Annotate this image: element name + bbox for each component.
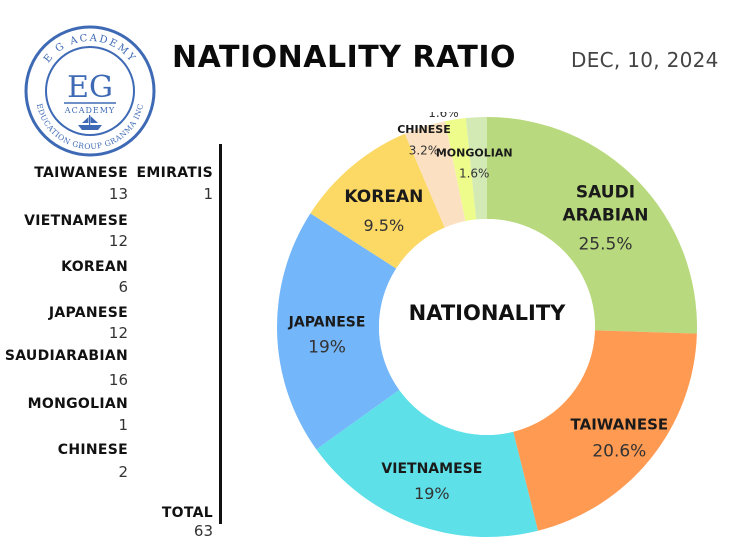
slice-percent-saudi-arabian: 25.5% — [578, 235, 632, 255]
count-name-emiratis: EMIRATIS — [136, 165, 213, 181]
slice-label-japanese: JAPANESE — [288, 315, 366, 331]
slice-taiwanese — [513, 330, 697, 531]
total-value: 63 — [193, 522, 213, 540]
slice-percent-vietnamese: 19% — [414, 484, 450, 503]
count-name-mongolian: MONGOLIAN — [27, 396, 128, 412]
count-value-japanese: 12 — [108, 324, 128, 342]
slice-label-saudi-arabian: SAUDI ARABIAN — [562, 183, 648, 226]
slice-percent-emiratis: 1.6% — [428, 112, 459, 120]
slice-percent-japanese: 19% — [308, 337, 346, 357]
slice-label-chinese: CHINESE — [397, 123, 451, 136]
divider — [219, 144, 222, 524]
report-date: DEC, 10, 2024 — [571, 48, 719, 72]
count-value-korean: 6 — [118, 278, 128, 296]
slice-chinese — [404, 121, 466, 228]
count-name-taiwanese: TAIWANESE — [34, 165, 128, 181]
count-name-korean: KOREAN — [61, 259, 128, 275]
slice-mongolian — [445, 118, 477, 222]
ship-icon — [78, 115, 102, 130]
slice-percent-chinese: 3.2% — [409, 143, 440, 157]
slice-japanese — [277, 213, 400, 450]
center-label: NATIONALITY — [409, 301, 567, 325]
count-value-vietnamese: 12 — [108, 232, 128, 250]
total-label: TOTAL — [161, 505, 213, 521]
nationality-donut-chart: NATIONALITY SAUDI ARABIAN 25.5% TAIWANESE 20… — [277, 112, 697, 537]
logo-initials: EG — [67, 70, 113, 105]
slice-label-taiwanese: TAIWANESE — [571, 416, 669, 434]
slice-label-korean: KOREAN — [344, 187, 423, 207]
count-value-mongolian: 1 — [118, 416, 128, 434]
page-title: NATIONALITY RATIO — [172, 40, 516, 75]
count-name-japanese: JAPANESE — [48, 305, 128, 321]
count-list: TAIWANESE 13 EMIRATIS 1 VIETNAMESE 12 KO… — [0, 0, 230, 559]
count-value-taiwanese: 13 — [108, 185, 128, 203]
slice-percent-taiwanese: 20.6% — [592, 442, 646, 462]
logo-sub-text: ACADEMY — [64, 106, 115, 115]
count-value-saudiarabian: 16 — [108, 371, 128, 389]
slice-percent-korean: 9.5% — [364, 216, 405, 235]
slice-saudi-arabian — [487, 117, 697, 334]
count-value-emiratis: 1 — [203, 185, 213, 203]
slice-korean — [310, 133, 445, 269]
slice-vietnamese — [316, 389, 538, 537]
count-name-chinese: CHINESE — [57, 442, 128, 458]
count-name-vietnamese: VIETNAMESE — [24, 213, 128, 229]
slice-label-mongolian: MONGOLIAN — [436, 146, 513, 159]
eg-academy-logo: E G ACADEMY EDUCATION GROUP GRANMA INC E… — [24, 25, 156, 157]
count-value-chinese: 2 — [118, 463, 128, 481]
slice-label-vietnamese: VIETNAMESE — [381, 461, 482, 477]
slice-percent-mongolian: 1.6% — [459, 167, 490, 181]
slice-emiratis — [465, 117, 487, 220]
count-name-saudiarabian: SAUDIARABIAN — [4, 348, 128, 364]
